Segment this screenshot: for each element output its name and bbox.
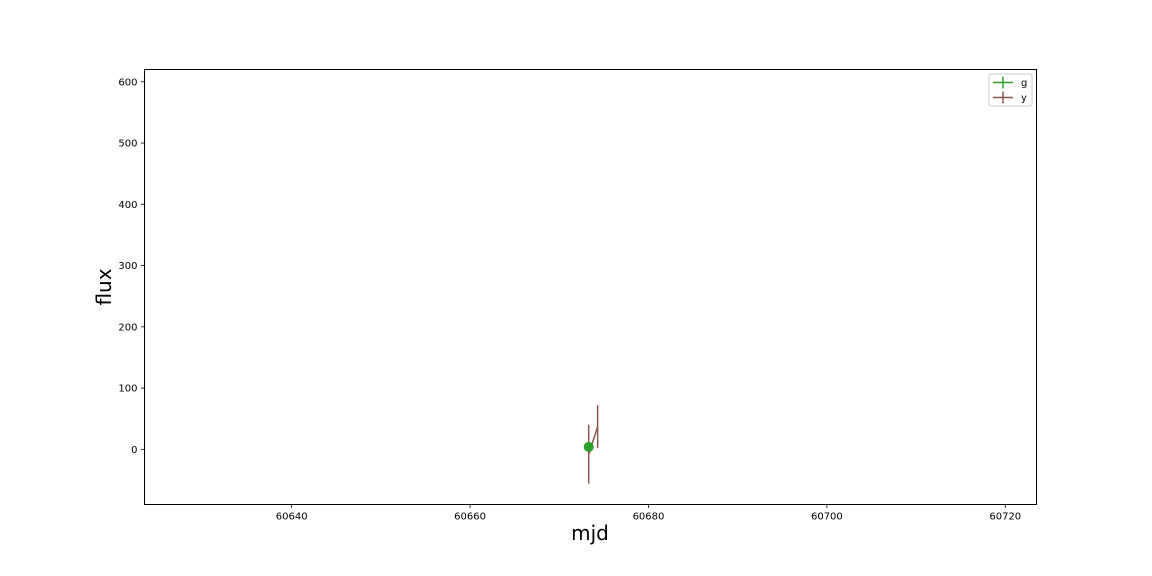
- legend-label-y: y: [1021, 93, 1027, 104]
- x-tick-label: 60640: [276, 512, 308, 523]
- x-axis: 60640 60660 60680 60700 60720: [276, 504, 1021, 523]
- legend-items: gy: [993, 76, 1027, 104]
- y-tick-label: 400: [118, 200, 137, 211]
- y-axis: 0 100 200 300 400 500 600: [118, 77, 145, 456]
- x-tick-label: 60660: [454, 512, 486, 523]
- y-tick-label: 200: [118, 322, 137, 333]
- legend-label-g: g: [1021, 78, 1027, 89]
- data-point-g: [583, 441, 594, 452]
- y-tick-label: 500: [118, 139, 137, 150]
- legend: gy: [988, 73, 1033, 107]
- y-tick-label: 100: [118, 384, 137, 395]
- y-tick-label: 300: [118, 261, 137, 272]
- y-tick-label: 600: [118, 77, 137, 88]
- x-tick-label: 60680: [633, 512, 665, 523]
- series-layer: [583, 405, 599, 484]
- plot-area: [144, 69, 1037, 505]
- x-tick-label: 60720: [989, 512, 1021, 523]
- x-tick-label: 60700: [811, 512, 843, 523]
- plot-frame: [144, 69, 1037, 505]
- y-axis-title: flux: [92, 268, 116, 305]
- y-tick-label: 0: [131, 445, 137, 456]
- x-axis-title: mjd: [571, 521, 609, 545]
